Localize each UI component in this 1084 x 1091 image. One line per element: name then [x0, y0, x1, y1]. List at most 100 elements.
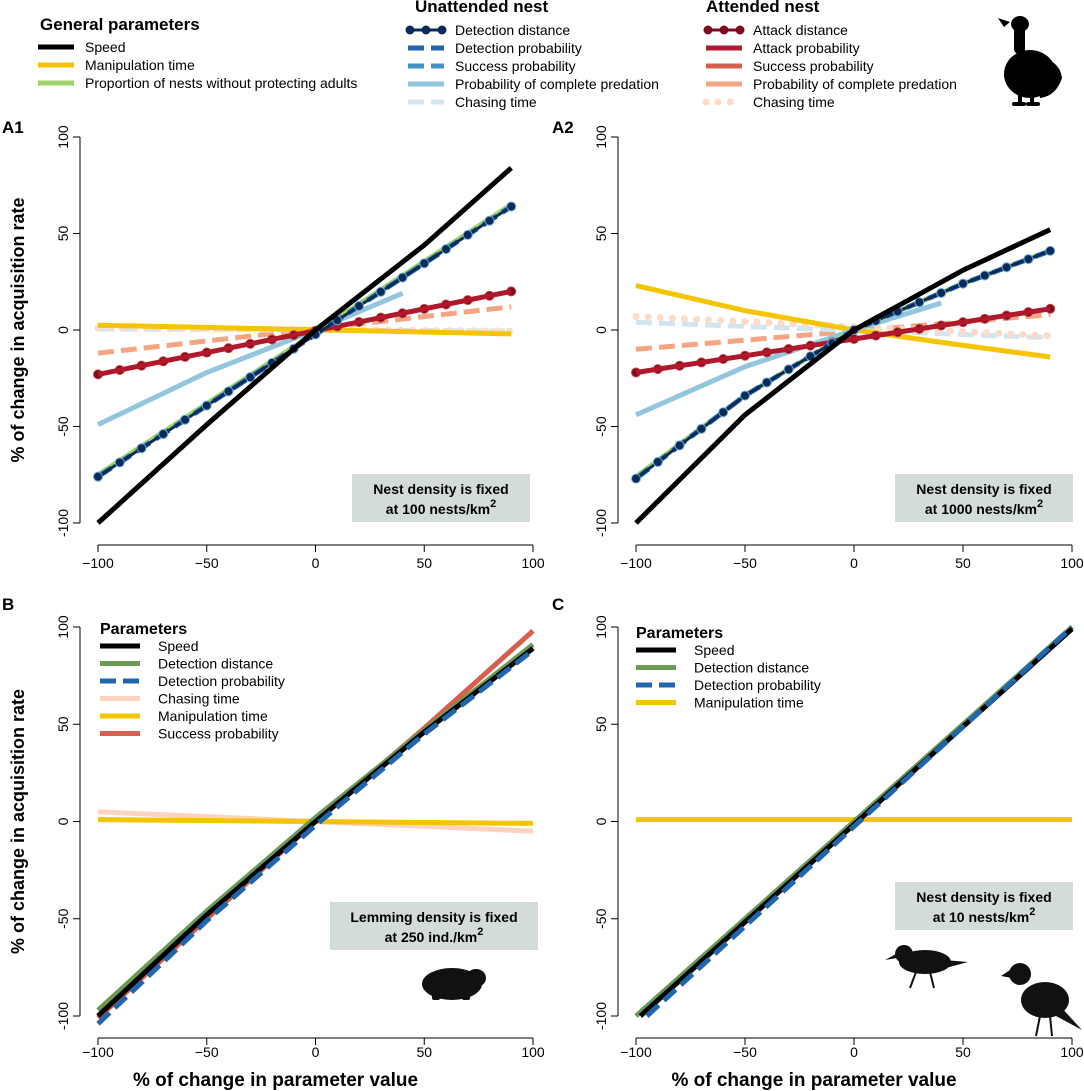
series-marker-detection-distance — [397, 272, 408, 283]
series-marker-detection-distance — [979, 270, 990, 281]
series-marker-detection-distance — [652, 457, 663, 468]
y-tick-label: 0 — [593, 326, 609, 334]
series-line-speed — [96, 166, 513, 525]
legend-label: Success probability — [753, 58, 874, 74]
panel-legend-label: Detection probability — [158, 673, 285, 689]
annotation-superscript: 2 — [1029, 906, 1035, 918]
series-marker-detection-distance — [114, 457, 125, 468]
legend-swatch-marker — [735, 25, 745, 35]
panel-legend-label: Success probability — [158, 726, 279, 742]
bird-icon-right — [1001, 963, 1082, 1037]
legend-general-title: General parameters — [40, 15, 200, 34]
x-tick-label: −50 — [195, 555, 219, 571]
legend-swatch-marker — [719, 25, 729, 35]
legend-label: Attack probability — [753, 40, 860, 56]
legend-unattended-title: Unattended nest — [415, 0, 549, 16]
y-axis-title: % of change in acquisition rate — [8, 689, 28, 954]
legend-label: Chasing time — [753, 94, 835, 110]
series-line-detection-probability — [645, 625, 1074, 1018]
y-tick-label: -50 — [55, 416, 71, 436]
series-marker-detection-distance — [674, 440, 685, 451]
annotation-line2: at 10 nests/km2 — [933, 906, 1036, 925]
x-tick-label: 100 — [1060, 555, 1084, 571]
legend-unattended: Unattended nest Detection distance Detect… — [405, 0, 659, 110]
annotation-box — [895, 882, 1073, 930]
series-marker-detection-distance — [158, 429, 169, 440]
annotation-superscript: 2 — [490, 498, 496, 510]
legend-label: Probability of complete predation — [753, 76, 957, 92]
annotation-line1: Nest density is fixed — [373, 481, 508, 497]
x-tick-label: 100 — [521, 1044, 545, 1060]
panel-legend-label: Speed — [694, 642, 734, 658]
panel-legend-label: Manipulation time — [694, 695, 804, 711]
y-tick-label: 100 — [593, 125, 609, 149]
x-tick-label: 0 — [312, 555, 320, 571]
panel-label: A1 — [2, 118, 24, 137]
annotation-line1: Lemming density is fixed — [350, 909, 517, 925]
y-tick-label: 100 — [593, 615, 609, 639]
panel-legend-label: Manipulation time — [158, 708, 268, 724]
annotation-line1: Nest density is fixed — [916, 889, 1051, 905]
legend-label: Probability of complete predation — [455, 76, 659, 92]
series-marker-detection-distance — [375, 286, 386, 297]
panel-a2: A2 -100 -50 0 50 100 −100 −50 0 50 100 Nest density… — [552, 118, 1084, 571]
series-marker-detection-distance — [740, 390, 750, 401]
panel-legend-label: Speed — [158, 638, 198, 654]
annotation-line2: at 100 nests/km2 — [386, 498, 496, 517]
annotation-box — [352, 474, 530, 522]
y-tick-label: -50 — [593, 908, 609, 928]
annotation-superscript: 2 — [1037, 498, 1043, 510]
panel-legend-label: Chasing time — [158, 691, 240, 707]
annotation-line1: Nest density is fixed — [916, 481, 1051, 497]
y-tick-label: 50 — [593, 226, 609, 242]
bird-icon-left — [885, 945, 968, 989]
legend-label: Attack distance — [753, 22, 848, 38]
x-tick-label: 50 — [416, 1044, 432, 1060]
series-marker-detection-distance — [441, 244, 451, 255]
y-tick-label: -50 — [593, 416, 609, 436]
legend-swatch-marker — [437, 25, 447, 35]
annotation-box — [895, 474, 1073, 522]
annotation-superscript: 2 — [477, 926, 483, 938]
series-marker-detection-distance — [783, 364, 794, 375]
series-marker-detection-distance — [201, 400, 212, 411]
y-tick-label: 50 — [593, 716, 609, 732]
series-marker-detection-distance — [484, 215, 495, 226]
x-tick-label: 50 — [955, 555, 971, 571]
legend-label: Success probability — [455, 58, 576, 74]
goose-icon — [998, 16, 1062, 106]
panel-label: C — [552, 595, 564, 614]
legend-label: Detection probability — [455, 40, 582, 56]
y-tick-label: 0 — [593, 817, 609, 825]
legend-label: Proportion of nests without protecting a… — [85, 75, 357, 91]
series-marker-detection-distance — [136, 443, 147, 454]
y-tick-label: 100 — [55, 125, 71, 149]
series-line-manipulation-time — [97, 322, 512, 337]
panel-legend-title: Parameters — [100, 621, 187, 638]
series-marker-detection-distance — [805, 351, 816, 362]
legend-general: General parameters Speed Manipulation tim… — [38, 15, 357, 91]
legend-swatch-marker — [703, 25, 713, 35]
series-marker-detection-distance — [761, 377, 772, 388]
annotation-line2: at 250 ind./km2 — [385, 926, 484, 945]
y-tick-label: 50 — [55, 716, 71, 732]
series-marker-detection-distance — [506, 201, 517, 212]
series-marker-detection-distance — [93, 471, 103, 482]
x-tick-label: −50 — [733, 1044, 757, 1060]
series-marker-detection-distance — [914, 297, 925, 308]
panel-legend-label: Detection distance — [158, 656, 273, 672]
series-line-speed — [634, 227, 1052, 525]
x-tick-label: −100 — [82, 555, 114, 571]
x-axis-title: % of change in parameter value — [133, 1070, 418, 1091]
x-tick-label: 50 — [955, 1044, 971, 1060]
annotation-line2: at 1000 nests/km2 — [925, 498, 1043, 517]
series-line-probability-of-complete-predation-unattended — [96, 290, 404, 427]
series-marker-detection-distance — [245, 372, 256, 383]
panel-label: A2 — [552, 118, 574, 137]
x-tick-label: 50 — [416, 555, 432, 571]
series-marker-detection-distance — [1023, 254, 1034, 265]
y-tick-label: -50 — [55, 908, 71, 928]
legend-attended: Attended nest Attack distance Attack prob… — [702, 0, 957, 110]
